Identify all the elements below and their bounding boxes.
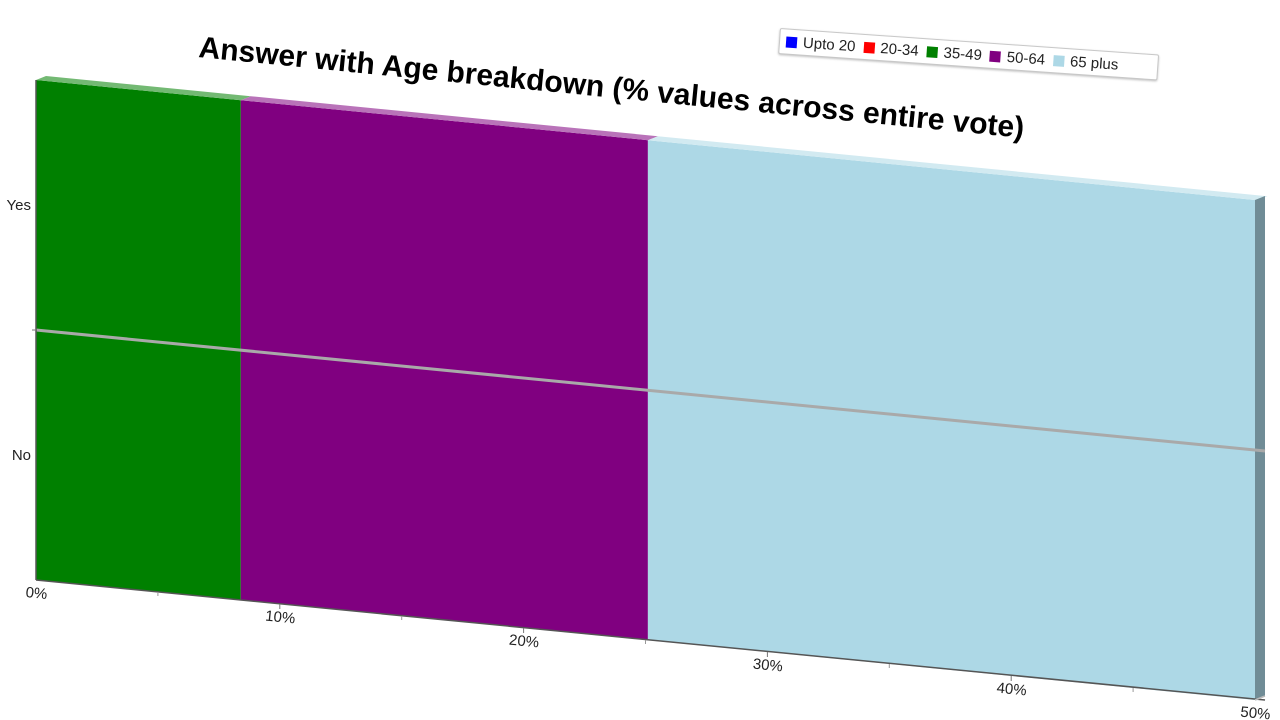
bar-no-65-plus <box>647 390 1258 701</box>
x-tick-label: 20% <box>508 632 540 652</box>
bar-top-face-35-49 <box>36 76 251 101</box>
legend-label: Upto 20 <box>802 34 857 55</box>
legend-label: 50-64 <box>1006 48 1046 69</box>
bars-layer <box>36 76 1268 701</box>
axes-layer: 0% 10% 20% 30% 40% 50% Yes No <box>7 80 1272 720</box>
x-tick-label: 30% <box>752 656 784 676</box>
legend-label: 20-34 <box>879 39 920 60</box>
legend-swatch <box>989 50 1002 62</box>
legend-swatch <box>926 45 939 58</box>
legend-swatch <box>1052 54 1065 67</box>
legend-item: 35-49 <box>926 43 982 64</box>
legend-item: 65 plus <box>1052 52 1119 74</box>
bar-yes-35-49 <box>36 80 241 351</box>
legend-item: 20-34 <box>863 38 919 59</box>
legend-label: 35-49 <box>943 43 983 64</box>
y-category-label: No <box>12 447 31 464</box>
bar-top-face-50-64 <box>240 96 658 141</box>
x-axis-end-cap <box>1254 695 1266 701</box>
bar-yes-50-64 <box>240 100 648 391</box>
y-category-label: Yes <box>7 197 31 214</box>
legend-item: Upto 20 <box>785 33 856 55</box>
bar-top-face-65-plus <box>647 136 1268 201</box>
bar-no-35-49 <box>36 330 241 601</box>
category-separator <box>35 328 1266 453</box>
bar-yes-65-plus <box>647 140 1258 451</box>
x-tick-label: 0% <box>25 584 48 603</box>
x-tick-label: 40% <box>996 680 1028 700</box>
x-tick-label: 50% <box>1240 704 1272 720</box>
x-axis-line <box>35 579 1266 701</box>
legend-swatch <box>785 35 798 48</box>
x-tick-label: 10% <box>264 608 296 628</box>
legend-label: 65 plus <box>1069 52 1119 74</box>
bar-side-face <box>1255 196 1265 700</box>
bar-no-50-64 <box>240 350 648 641</box>
legend-item: 50-64 <box>989 47 1046 69</box>
legend-swatch <box>863 41 875 54</box>
